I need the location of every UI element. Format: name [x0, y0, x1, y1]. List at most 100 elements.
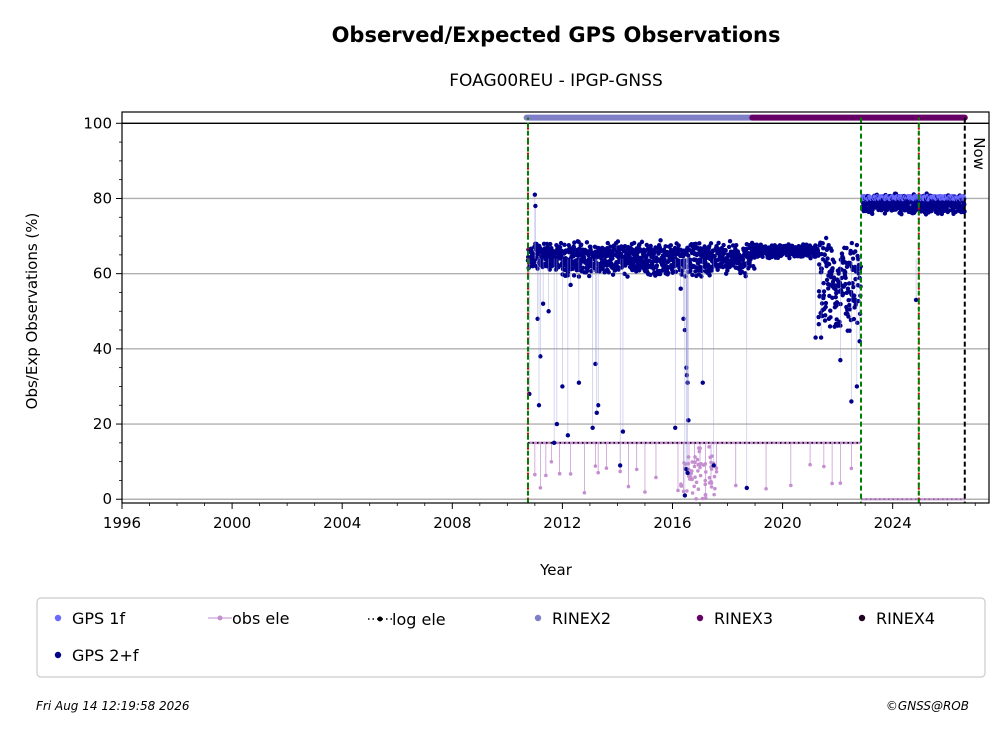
- gps-2f-point: [639, 239, 645, 245]
- obs-ele-point: [596, 470, 600, 475]
- obs-ele-point: [582, 490, 587, 495]
- obs-ele-point: [713, 486, 717, 491]
- gps-2f-point: [837, 319, 842, 325]
- gps-2f-point: [538, 354, 543, 359]
- gps-2f-point: [853, 276, 858, 282]
- gps-2f-point: [706, 244, 712, 249]
- gps-2f-point: [587, 273, 592, 279]
- gps-2f-point: [720, 259, 726, 265]
- obs-ele-point: [838, 481, 843, 485]
- obs-ele-point: [712, 474, 717, 479]
- legend-marker: [217, 615, 223, 621]
- gps-2f-point: [743, 273, 748, 279]
- gps-2f-point: [593, 361, 598, 367]
- gps-2f-point: [693, 241, 698, 246]
- gps-2f-point: [682, 493, 688, 498]
- obs-ele-point: [714, 466, 719, 470]
- gps-2f-point: [685, 470, 690, 476]
- gps-2f-point: [595, 403, 601, 408]
- gps-2f-point: [578, 242, 584, 247]
- legend-item: obs ele: [208, 609, 290, 628]
- gps-2f-point: [747, 263, 752, 268]
- obs-ele-point: [618, 469, 622, 474]
- x-tick-label: 2000: [213, 514, 251, 532]
- obs-ele-point: [626, 484, 631, 489]
- gps-2f-point: [828, 308, 833, 313]
- plot-frame: [121, 111, 990, 504]
- gps-2f-point: [830, 266, 835, 271]
- obs-ele-point: [693, 460, 697, 465]
- gps-2f-point: [843, 281, 848, 287]
- gps-2f-point: [531, 251, 536, 257]
- gps-2f-point: [849, 399, 854, 404]
- gps-2f-point: [825, 256, 830, 261]
- gps-2f-point: [681, 316, 686, 321]
- gps-2f-point: [571, 248, 576, 254]
- gps-2f-point: [820, 245, 826, 251]
- gps-2f-point: [823, 313, 828, 318]
- gps-2f-point: [637, 268, 642, 273]
- gps-2f-point: [686, 253, 691, 258]
- gps-2f-point: [535, 316, 540, 321]
- gps-2f-point: [760, 254, 765, 260]
- obs-ele-point: [696, 469, 700, 473]
- gps-2f-point: [605, 240, 610, 246]
- gps-2f-point: [899, 211, 904, 217]
- gps-2f-point: [740, 257, 746, 262]
- gps-2f-point: [648, 243, 653, 249]
- gps-2f-point: [617, 463, 623, 468]
- gps-2f-point: [554, 421, 560, 427]
- gps-2f-point: [551, 440, 557, 446]
- gps-2f-point: [676, 243, 681, 248]
- gps-2f-point: [625, 274, 630, 279]
- chart-title: Observed/Expected GPS Observations: [332, 23, 781, 47]
- x-tick-label: 1996: [103, 514, 141, 532]
- gps-2f-point: [570, 266, 575, 272]
- gps-2f-point: [557, 245, 563, 250]
- gps-2f-point: [847, 328, 852, 333]
- gps-2f-point: [830, 295, 835, 301]
- gps-2f-point: [723, 248, 728, 253]
- legend-item: RINEX4: [858, 609, 935, 628]
- legend-box: [36, 597, 986, 678]
- obs-ele-point: [690, 460, 695, 464]
- gps-2f-point: [816, 314, 821, 320]
- gps-2f-point: [727, 239, 733, 244]
- gps-2f-point: [581, 255, 587, 260]
- gps-2f-point: [844, 264, 850, 270]
- gps-2f-point: [540, 301, 546, 306]
- obs-ele-point: [549, 459, 554, 464]
- gps-2f-point: [816, 289, 822, 294]
- gps-2f-point: [703, 259, 708, 264]
- obs-ele-point: [696, 487, 701, 492]
- gps-2f-point: [847, 302, 852, 308]
- gps-2f-point: [698, 265, 703, 270]
- gps-2f-point: [608, 244, 613, 249]
- gps-2f-point: [687, 247, 692, 253]
- gps-2f-point: [584, 240, 590, 245]
- legend-item: RINEX3: [696, 609, 773, 628]
- gps-2f-point: [663, 244, 668, 249]
- legend-item: GPS 1f: [54, 609, 125, 628]
- legend-marker: [858, 614, 866, 622]
- obs-ele-point: [695, 457, 700, 462]
- gps-2f-point: [679, 268, 685, 274]
- gps-2f-point: [711, 463, 716, 468]
- gps-2f-point: [821, 289, 827, 294]
- gps-2f-point: [838, 301, 843, 307]
- obs-ele-point: [700, 496, 705, 501]
- obs-ele-point: [822, 464, 826, 469]
- obs-ele-point: [694, 480, 699, 485]
- gps-2f-point: [658, 238, 663, 243]
- legend-item: GPS 2+f: [54, 646, 139, 665]
- gps-2f-point: [833, 294, 838, 300]
- gps-2f-point: [853, 249, 858, 254]
- legend-label: RINEX4: [876, 609, 935, 628]
- gps-2f-point: [855, 320, 860, 326]
- gps-2f-point: [533, 203, 538, 209]
- legend-marker: [377, 616, 383, 622]
- legend-label: GPS 1f: [72, 609, 125, 628]
- gps-2f-point: [831, 259, 837, 265]
- gps-2f-point: [823, 304, 828, 310]
- legend: GPS 1f obs ele log ele RINEX2 RINEX3 RINEX4 GP…: [36, 597, 986, 678]
